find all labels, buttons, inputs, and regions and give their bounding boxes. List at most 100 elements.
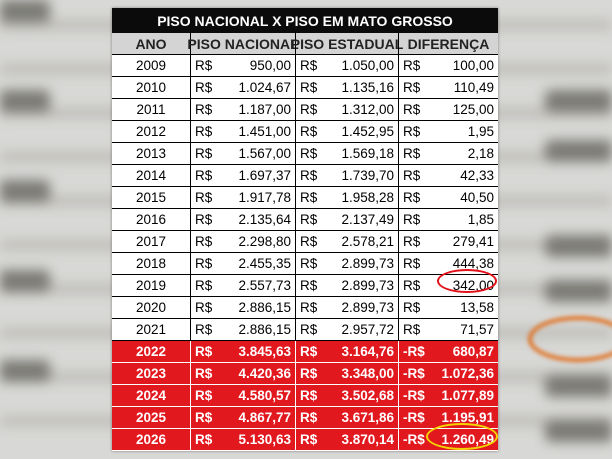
value-cell: 1.917,78 [238,190,291,205]
value-cell: 2.298,80 [238,234,291,249]
year-cell: 2026 [135,432,167,447]
value-cell: 2.557,73 [238,278,291,293]
value-cell: 1.451,00 [238,124,291,139]
currency-cell: R$ [398,165,432,186]
table-row: 2015 R$ 1.917,78 R$ 1.958,28 R$ 40,50 [112,187,498,209]
currency-cell: R$ [398,143,432,164]
value-cell: 40,50 [460,190,494,205]
year-cell: 2015 [135,190,167,205]
value-cell: 1.452,95 [341,124,394,139]
year-cell: 2017 [135,234,167,249]
header-cell: PISO ESTADUAL [291,33,403,54]
currency-cell: R$ [190,99,220,120]
currency-cell: R$ [398,319,432,340]
currency-cell: R$ [295,187,325,208]
value-cell: 1.135,16 [341,80,394,95]
table-row: 2021 R$ 2.886,15 R$ 2.957,72 R$ 71,57 [112,319,498,341]
value-cell: 100,00 [452,58,494,73]
value-cell: 1.697,37 [238,168,291,183]
currency-cell: R$ [190,297,220,318]
table-row: 2017 R$ 2.298,80 R$ 2.578,21 R$ 279,41 [112,231,498,253]
value-cell: 2.899,73 [341,278,394,293]
value-cell: 279,41 [452,234,494,249]
year-cell: 2024 [135,388,167,403]
currency-cell: R$ [190,363,220,384]
year-cell: 2023 [135,366,167,381]
value-cell: 2,18 [467,146,494,161]
year-cell: 2016 [135,212,167,227]
table-row: 2023 R$ 4.420,36 R$ 3.348,00 -R$ 1.072,36 [112,363,498,385]
value-cell: 13,58 [460,300,494,315]
value-cell: 680,87 [452,344,494,359]
value-cell: 1.958,28 [341,190,394,205]
currency-cell: R$ [295,209,325,230]
value-cell: 3.348,00 [341,366,394,381]
value-cell: 3.845,63 [238,344,291,359]
table-row: 2009 R$ 950,00 R$ 1.050,00 R$ 100,00 [112,55,498,77]
value-cell: 950,00 [249,58,291,73]
currency-cell: R$ [398,187,432,208]
value-cell: 2.899,73 [341,256,394,271]
table-row: 2022 R$ 3.845,63 R$ 3.164,76 -R$ 680,87 [112,341,498,363]
currency-cell: R$ [398,55,432,76]
currency-cell: R$ [398,77,432,98]
currency-cell: R$ [295,385,325,406]
table-row: 2013 R$ 1.567,00 R$ 1.569,18 R$ 2,18 [112,143,498,165]
currency-cell: R$ [398,209,432,230]
currency-cell: R$ [398,253,432,274]
table-row: 2020 R$ 2.886,15 R$ 2.899,73 R$ 13,58 [112,297,498,319]
red-circle [437,269,497,293]
value-cell: 1.569,18 [341,146,394,161]
currency-cell: R$ [190,319,220,340]
value-cell: 1,95 [467,124,494,139]
value-cell: 2.455,35 [238,256,291,271]
value-cell: 3.870,14 [341,432,394,447]
table-row: 2016 R$ 2.135,64 R$ 2.137,49 R$ 1,85 [112,209,498,231]
blurred-highlight [528,316,612,362]
value-cell: 1.187,00 [238,102,291,117]
currency-cell: R$ [295,429,325,450]
year-cell: 2021 [135,322,167,337]
year-cell: 2025 [135,410,167,425]
value-cell: 4.867,77 [238,410,291,425]
value-cell: 2.899,73 [341,300,394,315]
currency-cell: R$ [295,253,325,274]
value-cell: 71,57 [460,322,494,337]
value-cell: 1.195,91 [441,410,494,425]
currency-cell: R$ [398,297,432,318]
yellow-circle [426,423,498,450]
table-row: 2014 R$ 1.697,37 R$ 1.739,70 R$ 42,33 [112,165,498,187]
currency-cell: R$ [190,143,220,164]
value-cell: 1,85 [467,212,494,227]
value-cell: 3.671,86 [341,410,394,425]
value-cell: 1.312,00 [341,102,394,117]
value-cell: 2.137,49 [341,212,394,227]
header-row: ANO PISO NACIONAL PISO ESTADUAL DIFERENÇA [112,33,498,55]
currency-cell: R$ [295,143,325,164]
year-cell: 2014 [135,168,167,183]
currency-cell: R$ [190,253,220,274]
year-cell: 2013 [135,146,167,161]
currency-cell: R$ [398,121,432,142]
currency-cell: R$ [190,341,220,362]
table-row: 2018 R$ 2.455,35 R$ 2.899,73 R$ 444,38 [112,253,498,275]
currency-cell: R$ [295,99,325,120]
currency-cell: R$ [295,77,325,98]
table-row: 2012 R$ 1.451,00 R$ 1.452,95 R$ 1,95 [112,121,498,143]
value-cell: 4.580,57 [238,388,291,403]
year-cell: 2010 [135,80,167,95]
currency-cell: -R$ [398,407,432,428]
table-row: 2011 R$ 1.187,00 R$ 1.312,00 R$ 125,00 [112,99,498,121]
value-cell: 5.130,63 [238,432,291,447]
currency-cell: R$ [190,187,220,208]
currency-cell: R$ [295,275,325,296]
currency-cell: R$ [295,297,325,318]
currency-cell: R$ [190,231,220,252]
currency-cell: R$ [190,275,220,296]
currency-cell: R$ [295,407,325,428]
table: PISO NACIONAL X PISO EM MATO GROSSO ANO P… [112,8,498,451]
value-cell: 2.135,64 [238,212,291,227]
value-cell: 2.886,15 [238,300,291,315]
table-row: 2010 R$ 1.024,67 R$ 1.135,16 R$ 110,49 [112,77,498,99]
table-row: 2025 R$ 4.867,77 R$ 3.671,86 -R$ 1.195,91 [112,407,498,429]
